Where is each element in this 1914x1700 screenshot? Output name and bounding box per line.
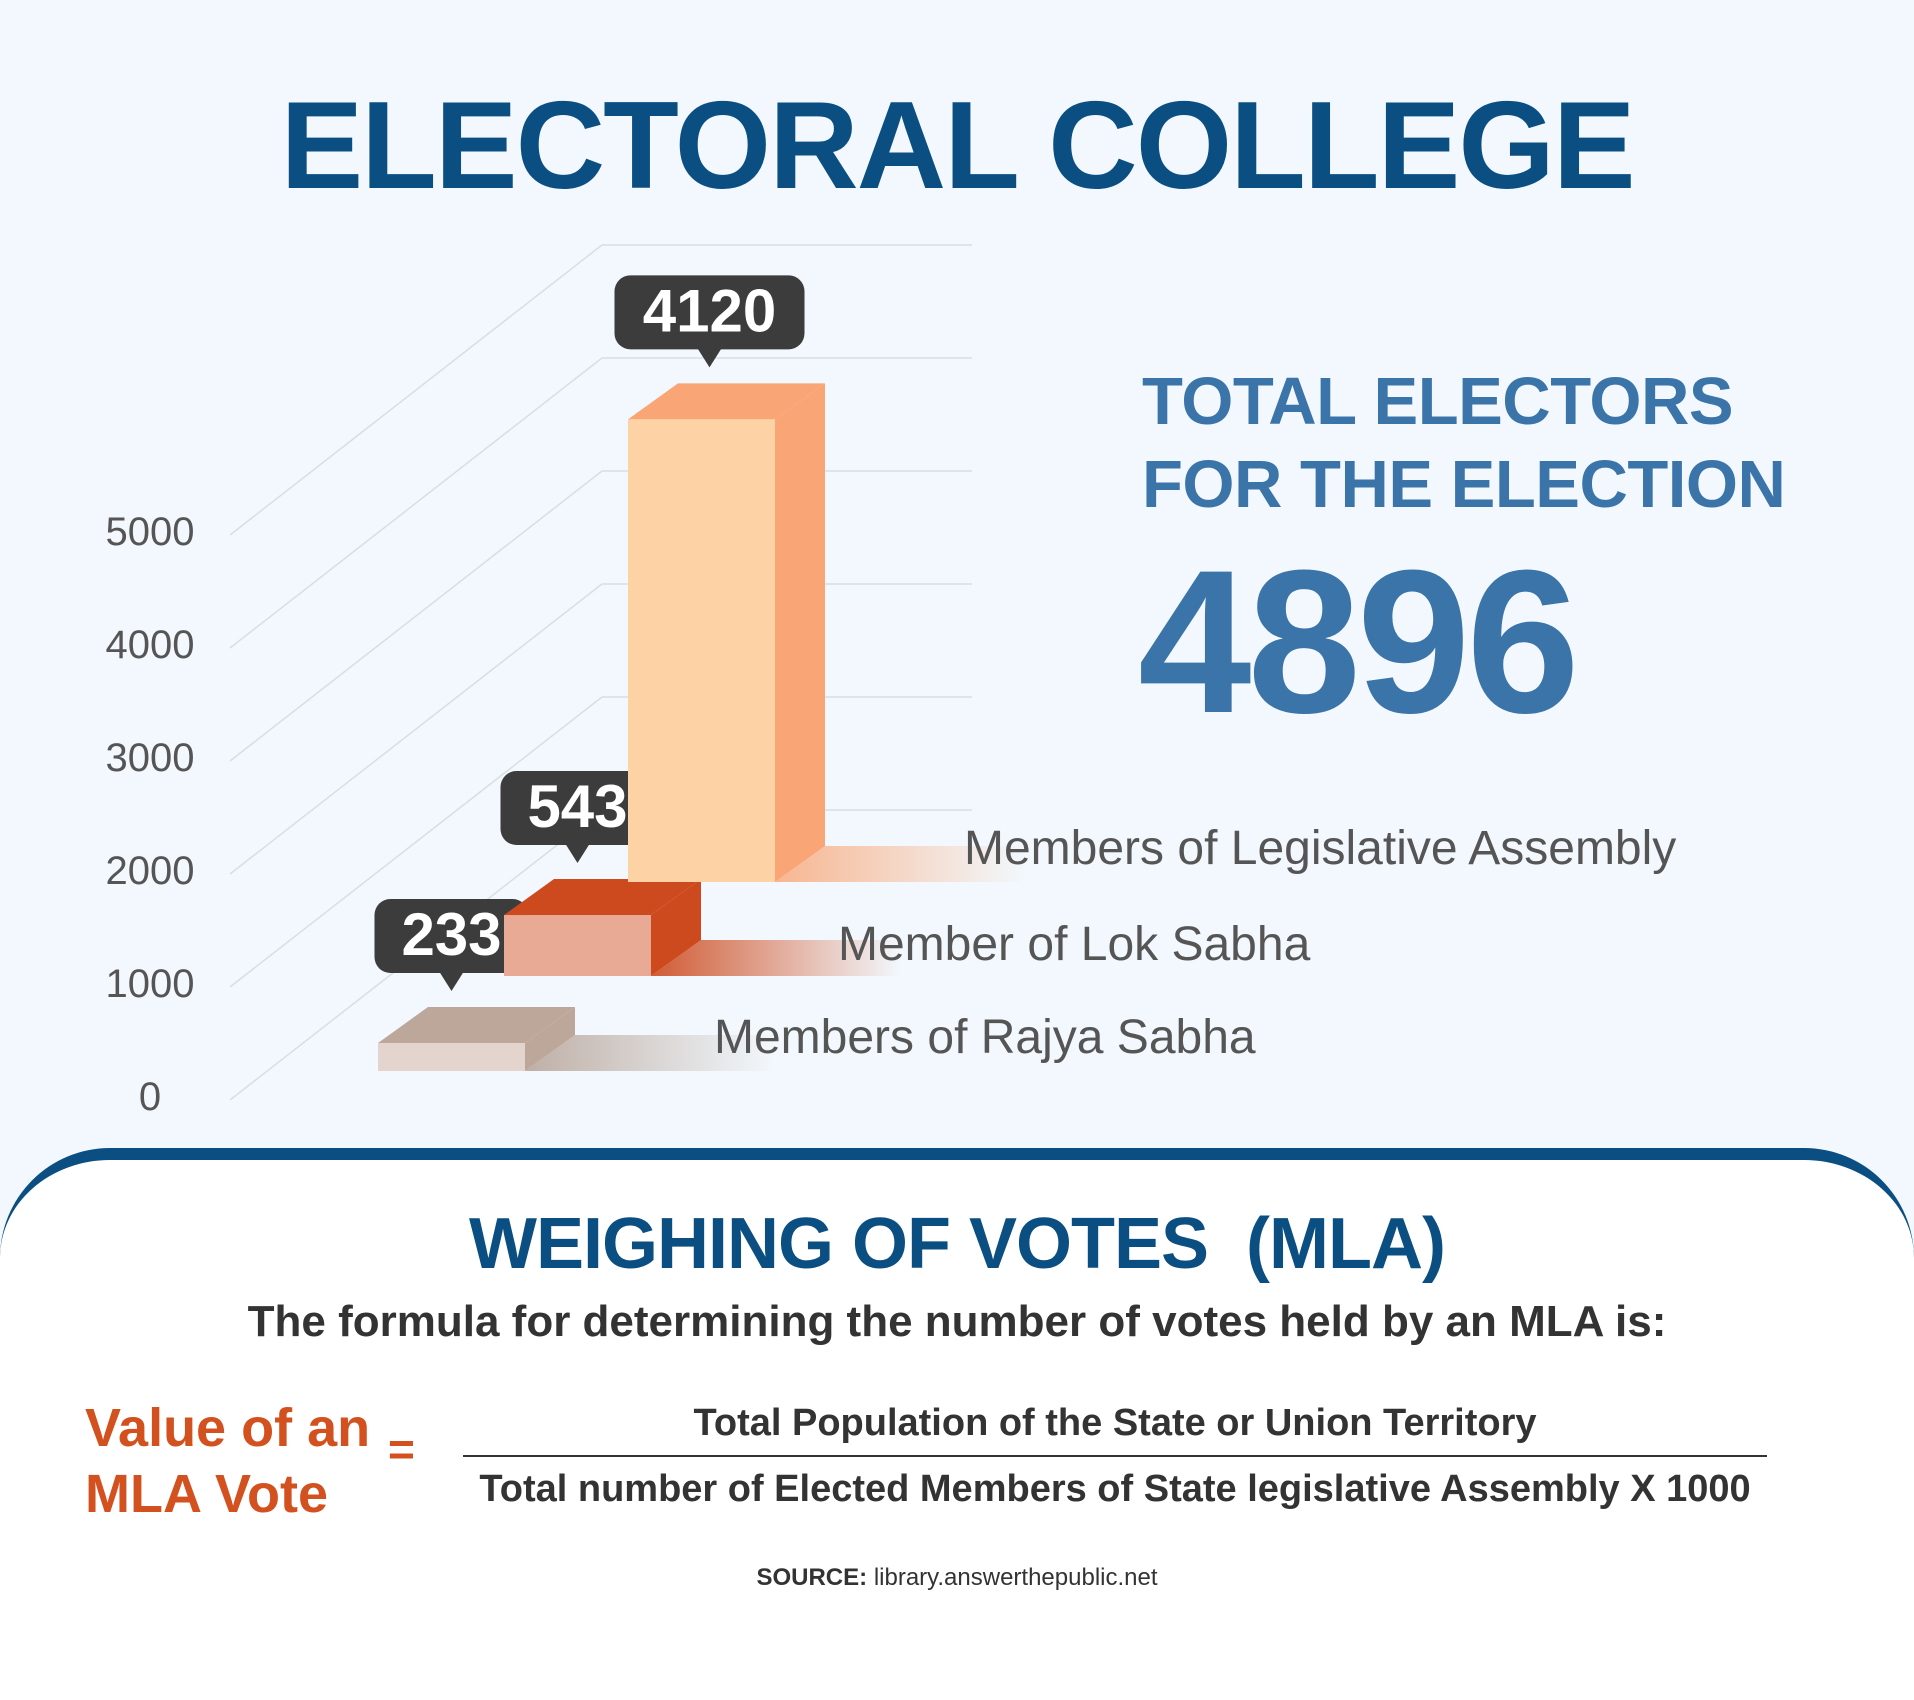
bar-side-face [651, 879, 701, 976]
total-electors-label: TOTAL ELECTORS FOR THE ELECTION [1142, 360, 1882, 526]
total-label-line2: FOR THE ELECTION [1142, 447, 1786, 522]
bar-floor-shadow [775, 846, 1025, 882]
source-text: library.answerthepublic.net [873, 1564, 1158, 1591]
category-label: Members of Legislative Assembly [964, 822, 1676, 875]
data-label: 4120 [643, 277, 776, 344]
formula-lhs-line2: MLA Vote [85, 1464, 328, 1524]
y-tick-label: 1000 [106, 962, 195, 1006]
data-label: 543 [527, 773, 627, 840]
y-tick-label: 3000 [106, 736, 195, 780]
formula-numerator: Total Population of the State or Union T… [693, 1402, 1537, 1444]
bar-side-face [775, 383, 825, 882]
source-credit: SOURCE: library.answerthepublic.net [0, 1564, 1914, 1592]
bar-front-face [628, 419, 775, 882]
equals-sign: = [388, 1423, 415, 1475]
bar-floor-shadow [651, 940, 901, 976]
gridline-diagonal [229, 244, 603, 536]
formula-lhs-line1: Value of an [85, 1398, 371, 1458]
bar-0: Members of Rajya Sabha 233 [374, 899, 1256, 1071]
total-label-line1: TOTAL ELECTORS [1142, 364, 1734, 439]
formula-denominator: Total number of Elected Members of State… [479, 1468, 1751, 1510]
bar-floor-shadow [525, 1035, 775, 1071]
value-callout-box [500, 771, 655, 846]
electoral-bar-chart: 0 1000 2000 3000 4000 5000 Members of Rajya S… [106, 244, 1676, 1119]
value-callout-box [374, 899, 529, 973]
data-label: 233 [401, 901, 501, 968]
page-title: ELECTORAL COLLEGE [280, 77, 1635, 215]
fraction-bar [463, 1455, 1767, 1457]
value-callout-box [614, 275, 805, 350]
gridline-diagonal [229, 357, 603, 649]
category-label: Members of Rajya Sabha [714, 1011, 1256, 1064]
bar-top-face [628, 383, 825, 420]
formula-intro: The formula for determining the number o… [247, 1297, 1667, 1346]
bar-front-face [504, 915, 651, 976]
value-callout-pointer [565, 844, 590, 864]
bar-top-face [504, 879, 701, 916]
gridline-diagonal [229, 583, 603, 875]
value-callout-pointer [697, 348, 722, 368]
total-electors-value: 4896 [1138, 528, 1580, 756]
value-callout-pointer [439, 972, 464, 991]
bar-top-face [378, 1007, 575, 1043]
y-tick-label: 5000 [106, 510, 195, 554]
gridline-diagonal [229, 470, 603, 762]
source-label: SOURCE: [756, 1564, 868, 1591]
gridline-diagonal [229, 696, 603, 988]
y-tick-label: 0 [139, 1075, 161, 1119]
bar-front-face [378, 1043, 525, 1071]
formula-lhs: Value of an MLA Vote [85, 1395, 385, 1527]
y-tick-label: 2000 [106, 849, 195, 893]
bar-1: Member of Lok Sabha 543 [500, 771, 1311, 976]
y-tick-label: 4000 [106, 623, 195, 667]
category-label: Member of Lok Sabha [838, 918, 1311, 971]
weighing-title: WEIGHING OF VOTES (MLA) [469, 1204, 1446, 1284]
bar-side-face [525, 1007, 575, 1071]
bar-2: Members of Legislative Assembly 4120 [614, 275, 1676, 882]
weighing-panel [0, 1148, 1914, 1700]
